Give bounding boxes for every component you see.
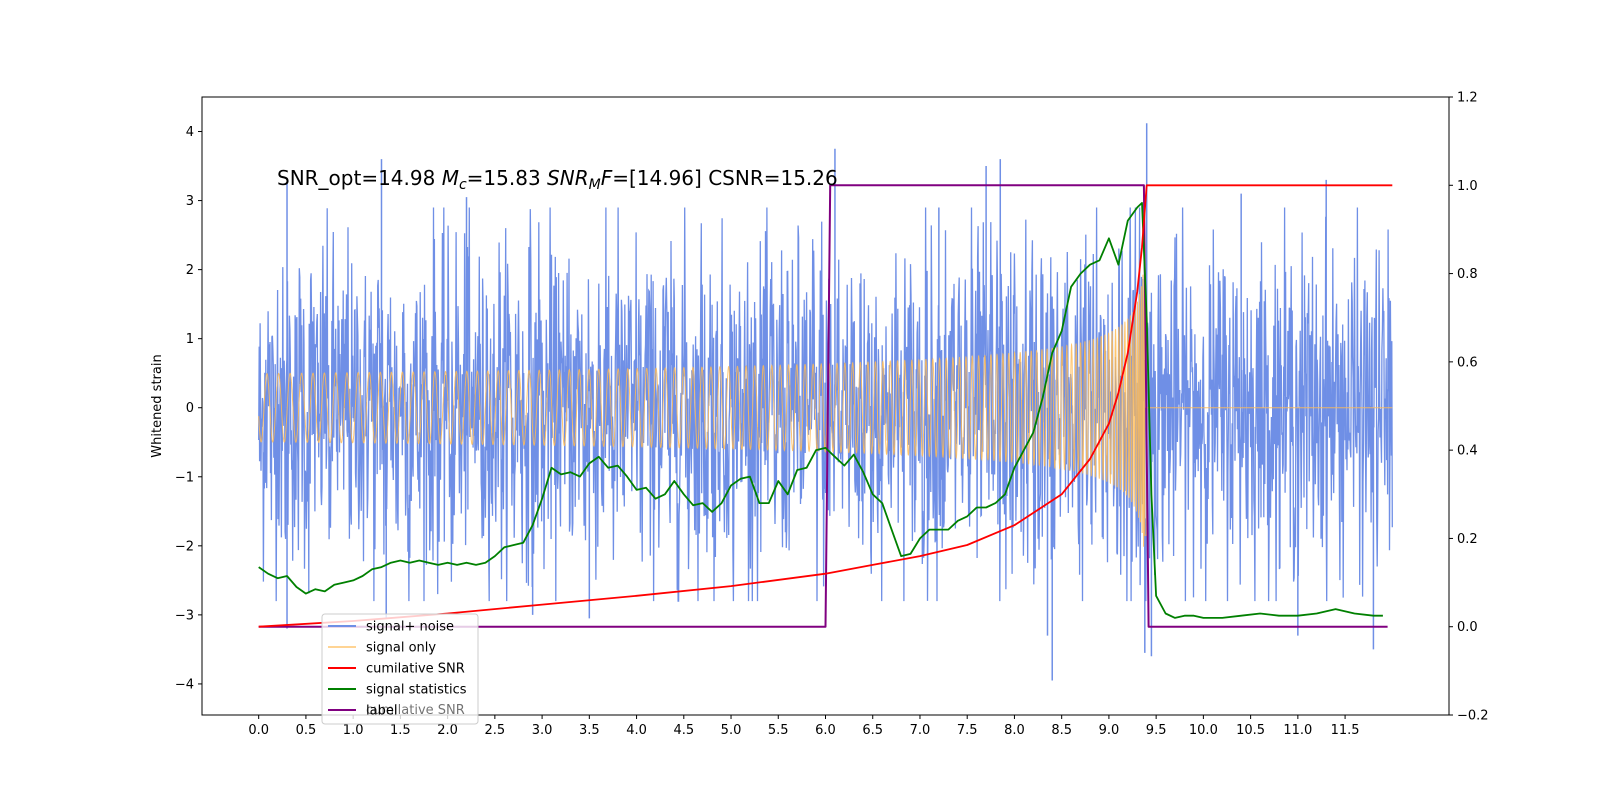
y2-tick-label: 0.0 <box>1457 620 1478 635</box>
x-tick-label: 1.0 <box>343 723 364 738</box>
x-axis: 0.0 0.5 1.0 1.5 2.0 2.5 3.0 3.5 4.0 4.5 5.0 5.5 6.0 6… <box>248 715 1360 738</box>
y2-tick-label: 0.4 <box>1457 444 1478 459</box>
x-tick-label: 3.0 <box>532 723 553 738</box>
y-tick-label: −1 <box>175 470 194 485</box>
x-tick-label: 9.5 <box>1146 723 1167 738</box>
x-tick-label: 5.5 <box>768 723 789 738</box>
y2-tick-label: 0.2 <box>1457 532 1478 547</box>
series-cumilative-snr <box>258 184 1393 628</box>
y2-tick-label: 0.6 <box>1457 355 1478 370</box>
y-axis-left: 4 3 2 1 0 −1 −2 −3 −4 <box>175 125 202 692</box>
series-label <box>258 184 1388 628</box>
x-tick-label: 4.0 <box>626 723 647 738</box>
title-f-symbol: F <box>601 166 613 190</box>
legend-label: signal only <box>366 641 436 656</box>
legend-entries: signal+ noise signal only cumilative SNR si… <box>328 620 467 719</box>
legend-hidden-text: cumilative SNR <box>366 703 465 718</box>
x-tick-label: 3.5 <box>579 723 600 738</box>
legend-label: signal+ noise <box>366 620 454 635</box>
x-tick-label: 8.0 <box>1004 723 1025 738</box>
y2-tick-label: −0.2 <box>1457 709 1489 724</box>
legend-label: label <box>366 704 397 719</box>
line-cumilative-snr <box>258 184 1393 628</box>
legend-label: cumilative SNR <box>366 662 465 677</box>
title-part-b: =15.83 <box>467 166 547 190</box>
x-tick-label: 0.0 <box>248 723 269 738</box>
series-signal-only <box>258 257 1393 547</box>
y-tick-label: −2 <box>175 539 194 554</box>
x-tick-label: 4.5 <box>673 723 694 738</box>
chart-title: SNR_opt=14.98 Mc=15.83 SNRMF=[14.96] CSN… <box>277 166 838 193</box>
line-label <box>258 184 1388 628</box>
x-tick-label: 9.0 <box>1099 723 1120 738</box>
legend-label: signal statistics <box>366 683 467 698</box>
title-mc-symbol: M <box>442 166 459 190</box>
line-signal-only <box>258 257 1393 547</box>
y2-tick-label: 1.2 <box>1457 91 1478 106</box>
y-tick-label: −4 <box>175 677 194 692</box>
title-part-a: SNR_opt=14.98 <box>277 166 442 190</box>
y-tick-label: 0 <box>186 401 194 416</box>
y-tick-label: 2 <box>186 263 194 278</box>
y-axis-label: Whitened strain <box>150 354 165 457</box>
y-tick-label: 1 <box>186 332 194 347</box>
x-tick-label: 2.0 <box>437 723 458 738</box>
series-signal-statistics <box>258 202 1383 619</box>
y2-tick-label: 0.8 <box>1457 267 1478 282</box>
y-axis-right: 1.2 1.0 0.8 0.6 0.4 0.2 0.0 −0.2 <box>1449 91 1489 724</box>
x-tick-label: 1.5 <box>390 723 411 738</box>
title-part-c: =[14.96] CSNR=15.26 <box>612 166 838 190</box>
x-tick-label: 10.0 <box>1189 723 1218 738</box>
x-tick-label: 11.0 <box>1283 723 1312 738</box>
x-tick-label: 7.0 <box>910 723 931 738</box>
legend-box <box>321 613 479 725</box>
y2-tick-label: 1.0 <box>1457 179 1478 194</box>
x-tick-label: 7.5 <box>957 723 978 738</box>
title-mc-sub: c <box>459 177 467 193</box>
x-tick-label: 5.0 <box>721 723 742 738</box>
title-snr-sub: M <box>589 177 601 193</box>
x-tick-label: 2.5 <box>485 723 506 738</box>
x-tick-label: 6.0 <box>815 723 836 738</box>
x-tick-label: 0.5 <box>296 723 317 738</box>
y-tick-label: 4 <box>186 125 194 140</box>
legend: cumilative SNR signal+ noise signal only c… <box>321 613 479 725</box>
x-tick-label: 6.5 <box>862 723 883 738</box>
y-tick-label: −3 <box>175 608 194 623</box>
x-tick-label: 11.5 <box>1331 723 1360 738</box>
plot-area <box>258 123 1393 681</box>
x-tick-label: 8.5 <box>1051 723 1072 738</box>
x-tick-label: 10.5 <box>1236 723 1265 738</box>
line-signal-statistics <box>258 202 1383 619</box>
y-tick-label: 3 <box>186 194 194 209</box>
title-snr-symbol: SNR <box>547 166 589 190</box>
